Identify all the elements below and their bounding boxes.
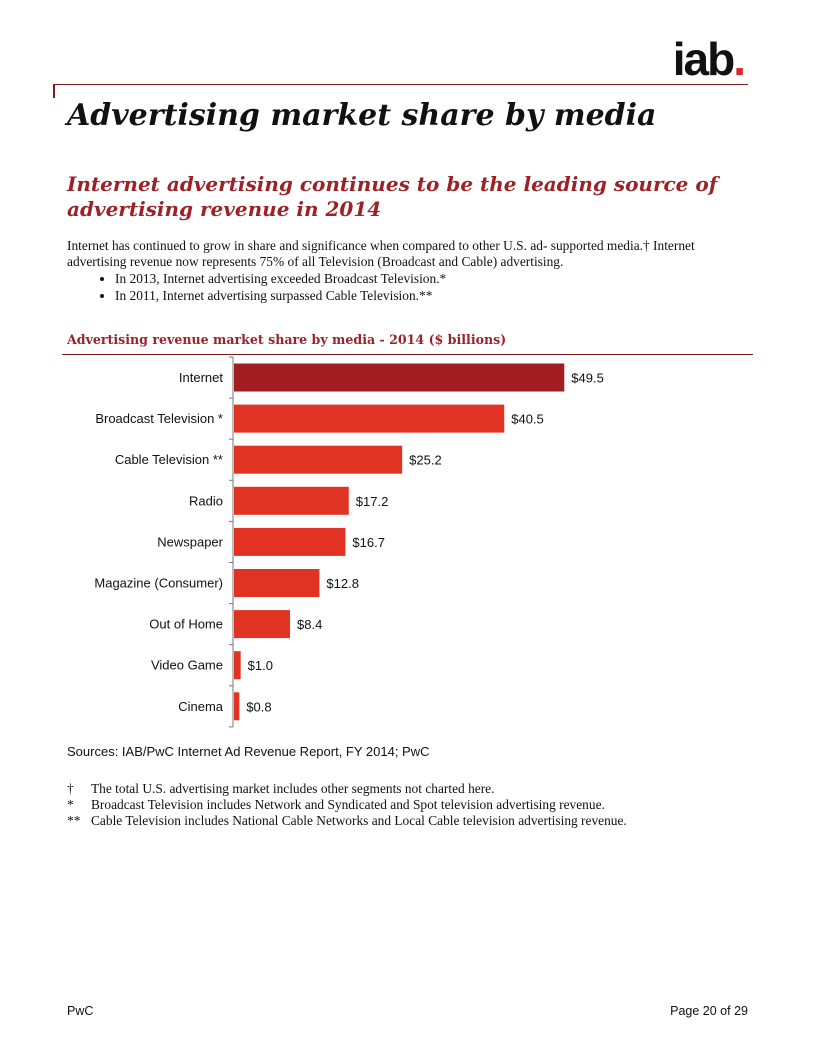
footnote-mark: † <box>67 781 74 796</box>
footnote: ** Cable Television includes National Ca… <box>67 813 627 829</box>
header-rule-tick <box>53 84 55 98</box>
category-label: Internet <box>179 370 223 385</box>
footnote: * Broadcast Television includes Network … <box>67 797 627 813</box>
intro-bullet: In 2013, Internet advertising exceeded B… <box>115 270 757 287</box>
bar <box>234 363 565 392</box>
footer-page-number: Page 20 of 29 <box>670 1004 748 1018</box>
value-label: $17.2 <box>356 494 389 509</box>
category-label: Cable Television ** <box>115 452 223 467</box>
footer-company: PwC <box>67 1004 94 1018</box>
category-label: Out of Home <box>149 617 223 632</box>
value-label: $16.7 <box>352 535 385 550</box>
logo-dot: . <box>733 33 746 85</box>
category-label: Cinema <box>178 699 224 714</box>
footnote-text: Cable Television includes National Cable… <box>91 813 627 828</box>
category-label: Magazine (Consumer) <box>94 576 223 591</box>
value-label: $25.2 <box>409 453 442 468</box>
intro-bullet: In 2011, Internet advertising surpassed … <box>115 287 757 304</box>
intro-bullet-list: In 2013, Internet advertising exceeded B… <box>67 270 757 304</box>
intro-text: Internet has continued to grow in share … <box>67 238 757 304</box>
value-label: $40.5 <box>511 412 544 427</box>
iab-logo: iab. <box>672 33 746 85</box>
logo-text: iab <box>672 33 735 85</box>
category-label: Broadcast Television * <box>95 411 223 426</box>
bar <box>234 692 240 721</box>
intro-paragraph: Internet has continued to grow in share … <box>67 238 695 269</box>
category-label: Newspaper <box>157 534 223 549</box>
sources-note: Sources: IAB/PwC Internet Ad Revenue Rep… <box>67 744 430 759</box>
bar <box>234 610 291 639</box>
bar <box>234 445 403 474</box>
bar <box>234 651 241 680</box>
footnote-mark: * <box>67 797 74 812</box>
bar <box>234 569 320 597</box>
footnote-mark: ** <box>67 813 81 828</box>
value-label: $8.4 <box>297 617 322 632</box>
footnote-text: The total U.S. advertising market includ… <box>91 781 495 796</box>
page-title: Advertising market share by media <box>67 98 657 133</box>
chart-title: Advertising revenue market share by medi… <box>67 332 507 347</box>
bar-chart: Internet $49.5 Broadcast Television * $40.5… <box>94 356 604 728</box>
value-label: $0.8 <box>246 699 271 714</box>
value-label: $12.8 <box>326 576 359 591</box>
category-label: Radio <box>189 493 223 508</box>
footnotes: † The total U.S. advertising market incl… <box>67 781 627 829</box>
header-rule <box>53 84 748 85</box>
footnote: † The total U.S. advertising market incl… <box>67 781 627 797</box>
footnote-text: Broadcast Television includes Network an… <box>91 797 605 812</box>
bar <box>234 486 349 515</box>
bar <box>234 527 346 556</box>
value-label: $49.5 <box>571 371 604 386</box>
value-label: $1.0 <box>248 658 273 673</box>
bar <box>234 404 505 433</box>
section-heading: Internet advertising continues to be the… <box>67 172 718 221</box>
chart-title-rule <box>62 354 753 355</box>
category-label: Video Game <box>151 658 223 673</box>
